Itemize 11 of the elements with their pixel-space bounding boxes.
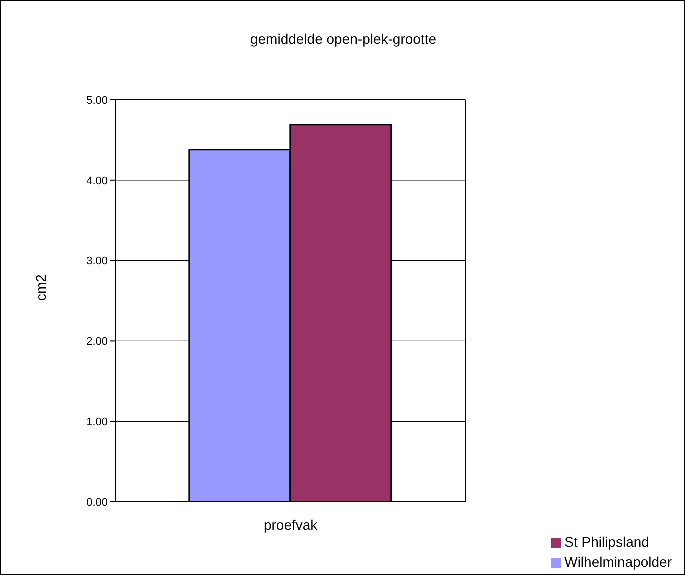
y-tick-label: 1.00 [86, 416, 108, 429]
x-tick-label: proefvak [264, 516, 319, 533]
legend-label: St Philipsland [564, 534, 650, 550]
y-tick-label: 5.00 [86, 94, 108, 107]
legend-label: Wilhelminapolder [564, 554, 672, 570]
chart-title: gemiddelde open-plek-grootte [249, 31, 438, 47]
y-tick-label: 4.00 [86, 175, 108, 188]
y-tick-label: 3.00 [86, 256, 108, 268]
y-tick-label: 0.00 [86, 496, 108, 509]
y-tick-label: 2.00 [86, 336, 108, 348]
y-axis-title: cm2 [32, 274, 49, 301]
